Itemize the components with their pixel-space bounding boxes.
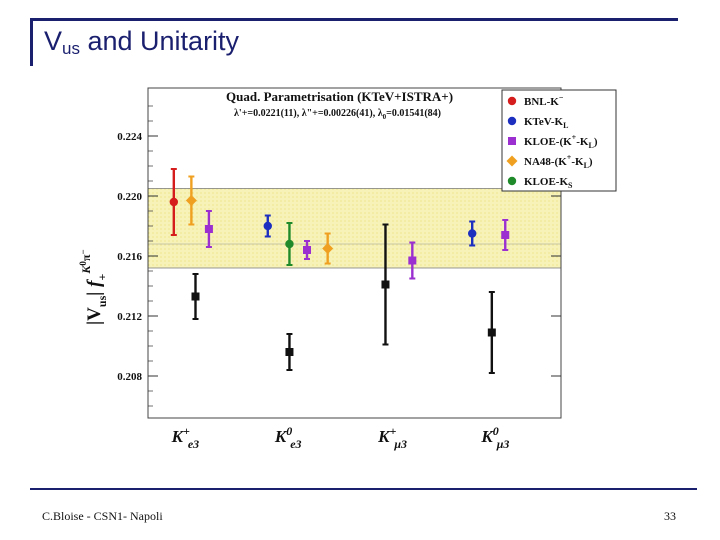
legend-sub: L (563, 121, 568, 130)
data-point (487, 328, 496, 337)
subtitle-end: =0.01541(84) (386, 108, 441, 119)
ylabel-f-sub: + (95, 273, 109, 280)
legend-sub: S (568, 181, 573, 190)
data-point (408, 256, 417, 265)
legend-name: KLOE-(K (524, 136, 572, 148)
footer-author: C.Bloise - CSN1- Napoli (42, 509, 163, 523)
category-sub: μ3 (496, 437, 510, 451)
data-point (285, 239, 294, 249)
subtitle-part1: λ'+=0.0221(11), λ"+=0.00226(41), λ (234, 108, 383, 119)
data-point (501, 231, 510, 239)
legend-marker (507, 116, 517, 126)
ylabel-pi: π (79, 254, 93, 261)
category-sup: 0 (286, 424, 292, 438)
y-tick-label: 0.208 (117, 371, 142, 383)
data-point (468, 229, 477, 238)
title-frame-left (30, 18, 33, 66)
category-sub: e3 (188, 437, 199, 451)
subtitle-sub: 0 (383, 113, 387, 121)
legend-box (501, 89, 617, 192)
legend-sub2: L (588, 141, 593, 150)
legend-tail: ) (589, 156, 593, 168)
category-sup: 0 (493, 424, 499, 438)
plot-frame (147, 87, 562, 419)
category-base: K (480, 427, 494, 446)
x-category-label: K+ e3 (171, 424, 200, 451)
y-tick-label: 0.212 (117, 311, 142, 323)
ylabel-vus: |V (84, 307, 105, 325)
legend-label: KLOE-(K+-KL) (524, 133, 598, 150)
unitarity-band (148, 188, 561, 268)
legend-marker (507, 96, 517, 106)
legend-name: KLOE-K (524, 176, 568, 188)
legend-marker (506, 155, 518, 167)
category-base: K (377, 427, 391, 446)
ylabel-k: K (79, 265, 93, 275)
category-sub: e3 (290, 437, 301, 451)
data-point (285, 348, 294, 356)
legend-sub: -K (576, 136, 589, 148)
data-point (322, 243, 334, 254)
page-number: 33 (664, 509, 676, 523)
x-category-label: K0 e3 (274, 424, 302, 451)
title-us: us (62, 39, 80, 58)
legend-label: KTeV-KL (524, 116, 568, 130)
data-point (191, 292, 200, 301)
ylabel-minus: − (78, 249, 88, 254)
chart-title: Quad. Parametrisation (KTeV+ISTRA+) (226, 89, 453, 104)
x-category-label: K+ μ3 (377, 424, 407, 451)
category-sup: + (389, 424, 396, 438)
data-point (169, 197, 179, 207)
category-sub: μ3 (393, 437, 407, 451)
footer-line (30, 488, 697, 490)
ylabel-f: | f (84, 279, 105, 296)
y-axis-label: |Vus| f+K0π− (78, 249, 109, 325)
legend-sub2: L (584, 161, 589, 170)
legend-name: KTeV-K (524, 116, 564, 128)
legend-sup: + (567, 153, 572, 162)
legend-name: NA48-(K (524, 156, 567, 168)
title-v: V (44, 26, 63, 56)
legend-label: NA48-(K+-KL) (524, 153, 593, 170)
ylabel-k0: 0 (78, 261, 88, 266)
legend-tail: ) (594, 136, 598, 148)
legend-sub: -K (571, 156, 584, 168)
slide-title: Vus and Unitarity (44, 26, 239, 59)
x-category-label: K0 μ3 (480, 424, 509, 451)
data-point (263, 221, 272, 231)
legend-marker (508, 137, 516, 145)
legend-sup: − (559, 93, 564, 102)
title-frame-top (30, 18, 678, 21)
legend-label: KLOE-KS (524, 176, 573, 190)
ylabel-vus-sub: us (95, 295, 109, 307)
chart-subtitle: λ'+=0.0221(11), λ"+=0.00226(41), λ0=0.01… (234, 108, 441, 121)
y-tick-label: 0.220 (117, 191, 142, 203)
category-base: K (171, 427, 185, 446)
legend-sup: + (572, 133, 577, 142)
title-rest: and Unitarity (79, 26, 240, 56)
data-point (381, 280, 390, 289)
y-tick-label: 0.216 (117, 251, 142, 263)
data-point (185, 195, 197, 206)
legend-marker (507, 176, 517, 186)
category-base: K (274, 427, 288, 446)
category-sup: + (183, 424, 190, 438)
y-tick-label: 0.224 (117, 131, 142, 143)
legend-name: BNL-K (524, 96, 559, 108)
data-point (204, 225, 213, 233)
legend-label: BNL-K− (524, 93, 564, 108)
data-point (303, 246, 312, 254)
